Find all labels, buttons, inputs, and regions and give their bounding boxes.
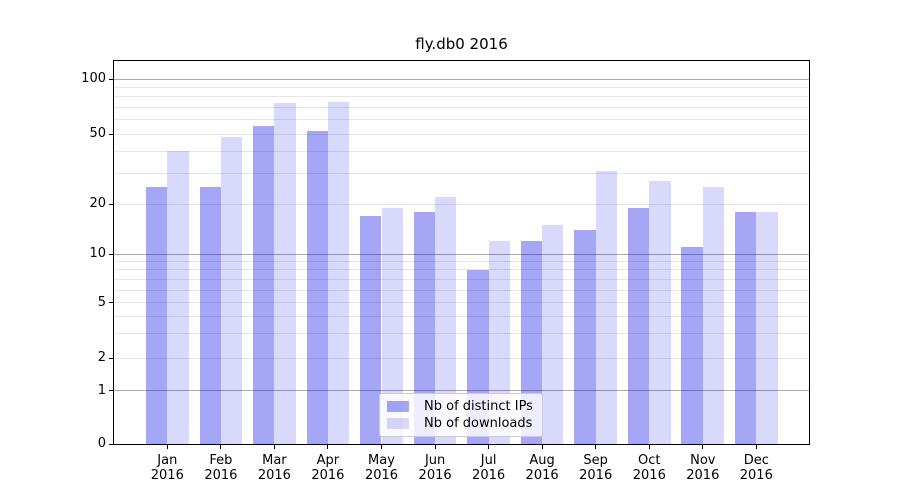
x-tick-label-oct: Oct 2016 [632,453,666,483]
bar-distinct-ips-jan [145,187,168,444]
bar-downloads-oct [649,181,671,444]
y-tick-label-1: 1 [97,382,106,398]
x-tick-mark-sep [595,445,597,449]
y-tick-mark-0 [109,443,113,445]
bar-distinct-ips-nov [681,247,703,444]
x-tick-mark-dec [755,445,757,449]
gridline-minor-4 [114,315,809,317]
bar-downloads-mar [274,102,296,444]
bar-distinct-ips-may [360,215,382,444]
gridline-minor-9 [114,261,809,263]
gridline-minor-7 [114,278,809,280]
x-tick-mark-may [381,445,382,449]
x-tick-label-aug: Aug 2016 [525,453,559,483]
gridline-minor-3 [114,333,809,335]
gridline-minor-80 [114,96,809,98]
gridline-major-1 [114,390,809,392]
bar-distinct-ips-dec [734,211,757,444]
legend-item-downloads: Nb of downloads [387,415,533,432]
x-tick-label-may: May 2016 [364,453,399,483]
x-tick-mark-apr [327,445,329,449]
x-tick-mark-oct [648,445,650,449]
x-tick-label-feb: Feb 2016 [204,453,238,483]
gridline-minor-30 [114,172,809,174]
x-tick-mark-feb [220,445,222,449]
bar-distinct-ips-mar [253,126,275,444]
y-tick-label-2: 2 [97,350,106,366]
legend: Nb of distinct IPs Nb of downloads [379,393,543,437]
x-tick-mark-nov [702,445,704,449]
x-tick-mark-jan [166,445,168,449]
gridline-minor-90 [114,86,809,88]
y-tick-mark-10 [109,253,113,255]
x-tick-mark-jun [434,445,436,449]
y-tick-label-100: 100 [81,71,106,86]
gridline-minor-40 [114,150,809,152]
plot-area [113,60,810,445]
y-tick-mark-100 [109,78,113,80]
x-tick-label-jan: Jan 2016 [150,453,184,483]
y-tick-mark-1 [109,390,113,392]
bar-downloads-sep [595,170,618,444]
x-tick-label-nov: Nov 2016 [686,453,720,483]
legend-swatch-downloads [387,418,409,429]
x-tick-mark-jul [488,445,490,449]
gridline-minor-20 [114,203,809,205]
gridline-minor-6 [114,289,809,291]
bar-distinct-ips-apr [306,130,328,444]
bar-downloads-dec [756,211,778,444]
y-tick-label-20: 20 [89,196,106,211]
bar-downloads-nov [702,187,725,444]
bar-downloads-jan [167,151,189,444]
legend-label-distinct-ips: Nb of distinct IPs [424,399,533,414]
bar-downloads-aug [542,224,564,444]
gridline-minor-70 [114,106,809,108]
bar-distinct-ips-sep [574,229,596,444]
x-tick-mark-aug [541,445,543,449]
x-tick-label-dec: Dec 2016 [739,453,773,483]
y-tick-label-0: 0 [97,436,106,451]
gridline-major-100 [114,78,809,80]
bar-distinct-ips-jun [413,211,436,444]
bar-downloads-jun [435,196,457,444]
y-tick-label-5: 5 [97,294,106,310]
y-tick-mark-50 [109,133,113,135]
x-tick-label-mar: Mar 2016 [257,453,291,483]
y-tick-label-50: 50 [89,126,106,141]
y-tick-mark-2 [109,357,113,359]
gridline-minor-50 [114,133,809,135]
x-tick-label-apr: Apr 2016 [311,453,345,483]
legend-label-downloads: Nb of downloads [424,416,533,431]
x-tick-mark-mar [273,445,275,449]
x-tick-label-jul: Jul 2016 [472,453,506,483]
gridline-minor-2 [114,357,809,359]
bar-distinct-ips-oct [627,207,650,444]
x-tick-label-sep: Sep 2016 [579,453,613,483]
x-tick-label-jun: Jun 2016 [418,453,452,483]
bar-downloads-may [381,207,403,444]
legend-swatch-distinct-ips [387,401,409,412]
gridline-major-10 [114,253,809,255]
y-tick-label-10: 10 [89,246,106,262]
bar-downloads-apr [327,101,350,444]
bar-downloads-feb [220,137,243,444]
gridline-minor-60 [114,119,809,120]
gridline-minor-5 [114,302,809,304]
y-tick-mark-5 [109,302,113,304]
y-tick-mark-20 [109,203,113,205]
gridline-minor-8 [114,269,809,271]
chart-title: fly.db0 2016 [415,35,508,53]
legend-item-distinct-ips: Nb of distinct IPs [387,398,533,415]
bar-distinct-ips-feb [199,187,221,444]
